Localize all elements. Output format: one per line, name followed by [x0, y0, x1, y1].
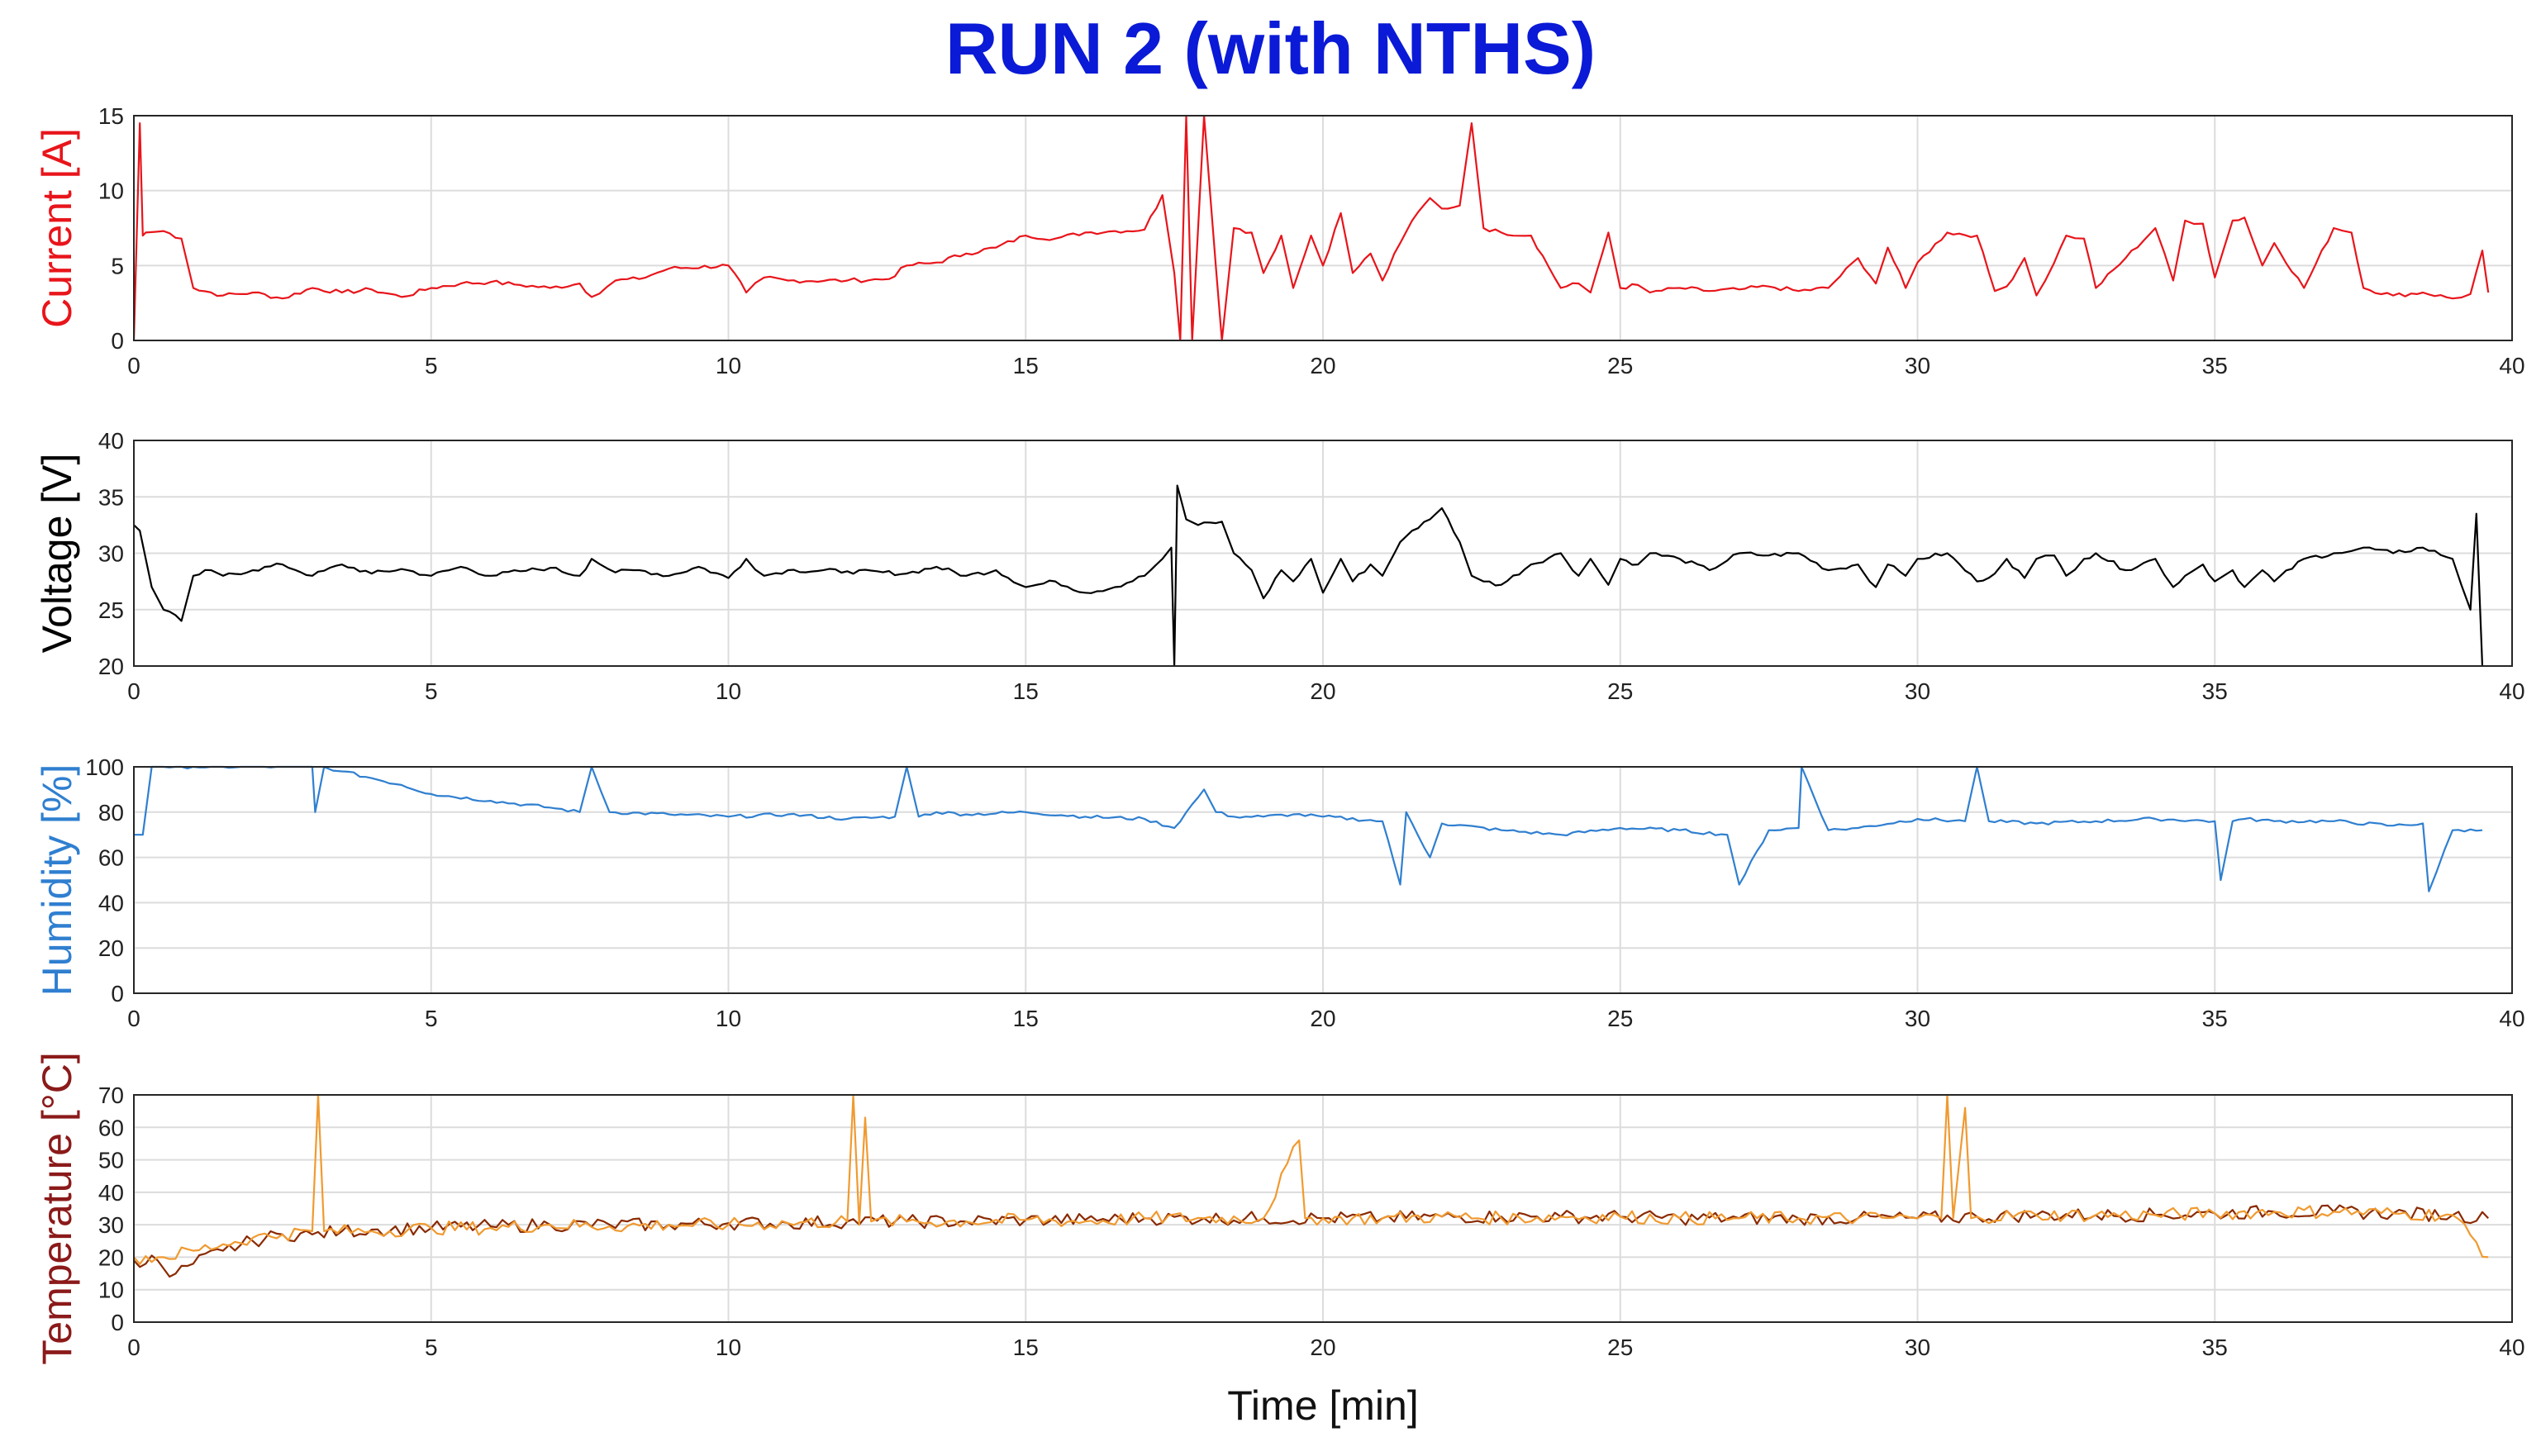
series-line-humidity [134, 765, 2483, 892]
x-tick-label: 20 [1310, 1335, 1335, 1360]
x-tick-label: 35 [2202, 1335, 2228, 1360]
x-tick-label: 20 [1310, 678, 1335, 704]
series-line-temperature-2 [133, 1093, 2489, 1265]
y-tick-label: 0 [111, 328, 124, 354]
x-tick-label: 30 [1905, 1006, 1930, 1031]
x-tick-label: 15 [1013, 1335, 1039, 1360]
x-tick-label: 40 [2499, 1006, 2524, 1031]
y-tick-label: 100 [85, 754, 124, 780]
x-tick-label: 20 [1310, 1006, 1335, 1031]
axes-frame-current [133, 115, 2513, 341]
x-tick-label: 25 [1607, 353, 1633, 378]
y-tick-label: 30 [98, 1212, 124, 1238]
y-tick-label: 60 [98, 1115, 124, 1140]
x-tick-label: 5 [425, 353, 438, 378]
axes-frame-voltage [133, 440, 2513, 667]
x-tick-label: 15 [1013, 353, 1039, 378]
x-tick-label: 10 [716, 678, 741, 704]
x-tick-label: 5 [425, 1006, 438, 1031]
x-tick-label: 0 [127, 678, 140, 704]
y-tick-label: 25 [98, 597, 124, 623]
x-tick-label: 35 [2202, 1006, 2228, 1031]
y-tick-label: 80 [98, 800, 124, 826]
series-line-voltage [133, 484, 2484, 668]
x-tick-label: 10 [716, 1335, 741, 1360]
x-tick-label: 0 [127, 1335, 140, 1360]
x-tick-label: 0 [127, 353, 140, 378]
y-axis-label-temperature: Temperature [°C] [34, 1052, 80, 1364]
y-tick-label: 60 [98, 845, 124, 871]
x-tick-label: 30 [1905, 1335, 1930, 1360]
y-tick-label: 50 [98, 1148, 124, 1173]
y-tick-label: 0 [111, 981, 124, 1006]
x-tick-label: 15 [1013, 1006, 1039, 1031]
x-tick-label: 25 [1607, 678, 1633, 704]
y-tick-label: 15 [98, 103, 124, 129]
y-tick-label: 0 [111, 1310, 124, 1335]
y-axis-label-current: Current [A] [34, 128, 80, 328]
y-tick-label: 10 [98, 178, 124, 204]
x-tick-label: 30 [1905, 353, 1930, 378]
x-tick-label: 5 [425, 1335, 438, 1360]
x-tick-label: 35 [2202, 353, 2228, 378]
x-tick-label: 5 [425, 678, 438, 704]
x-tick-label: 40 [2499, 678, 2524, 704]
y-tick-label: 20 [98, 654, 124, 679]
x-tick-label: 10 [716, 353, 741, 378]
axes-frame-humidity [133, 766, 2513, 994]
x-tick-label: 15 [1013, 678, 1039, 704]
x-tick-label: 25 [1607, 1006, 1633, 1031]
axes-frame-temperature [133, 1094, 2513, 1323]
series-line-current [132, 114, 2490, 342]
series-line-temperature-1 [133, 1204, 2489, 1278]
y-tick-label: 70 [98, 1082, 124, 1108]
y-tick-label: 20 [98, 935, 124, 961]
chart-title: RUN 2 (with NTHS) [945, 7, 1596, 89]
y-tick-label: 20 [98, 1244, 124, 1270]
x-tick-label: 35 [2202, 678, 2228, 704]
y-tick-label: 40 [98, 890, 124, 916]
x-tick-label: 40 [2499, 1335, 2524, 1360]
x-tick-label: 0 [127, 1006, 140, 1031]
x-tick-label: 25 [1607, 1335, 1633, 1360]
y-tick-label: 35 [98, 484, 124, 510]
y-axis-label-voltage: Voltage [V] [34, 454, 80, 654]
x-tick-label: 20 [1310, 353, 1335, 378]
y-tick-label: 10 [98, 1278, 124, 1303]
y-tick-label: 40 [98, 428, 124, 454]
y-axis-label-humidity: Humidity [%] [34, 764, 80, 997]
y-tick-label: 30 [98, 541, 124, 567]
x-tick-label: 40 [2499, 353, 2524, 378]
y-tick-label: 5 [111, 253, 124, 278]
x-tick-label: 10 [716, 1006, 741, 1031]
y-tick-label: 40 [98, 1180, 124, 1206]
x-axis-label: Time [min] [1227, 1382, 1419, 1429]
x-tick-label: 30 [1905, 678, 1930, 704]
